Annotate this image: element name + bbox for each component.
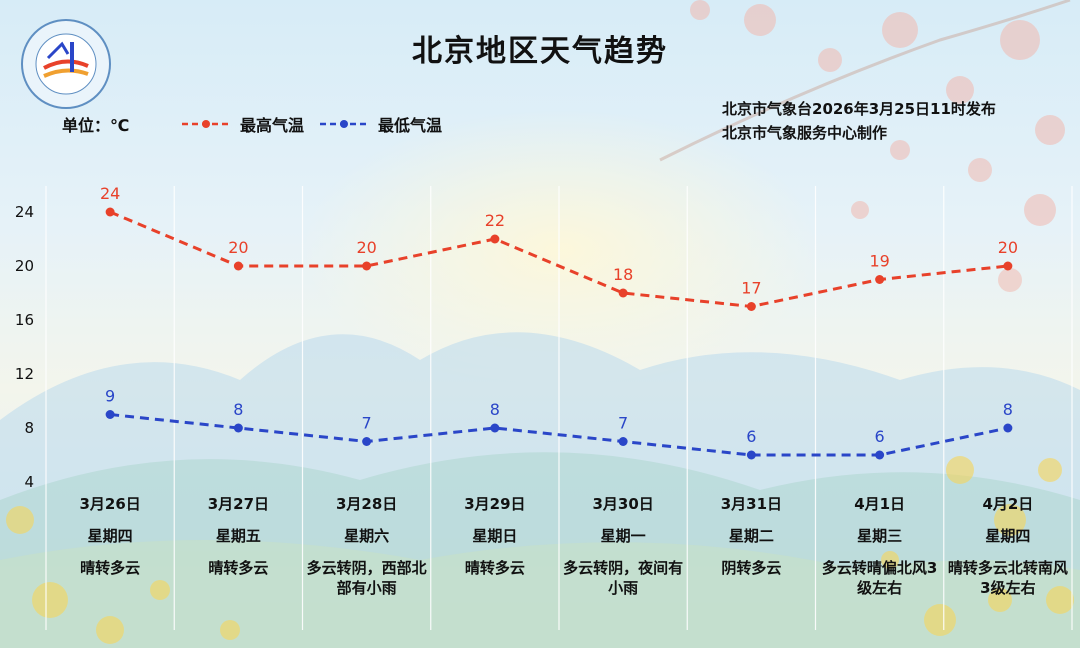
y-tick-label: 20: [15, 257, 34, 275]
legend-high-label: 最高气温: [240, 116, 305, 135]
y-tick-label: 8: [24, 419, 34, 437]
high-temp-label: 19: [869, 252, 889, 271]
low-temp-point: [875, 450, 885, 460]
day-weekday: 星期四: [87, 527, 133, 545]
high-temp-point: [233, 261, 243, 271]
day-condition: 晴转多云: [80, 559, 141, 577]
meteorological-service-logo: [21, 19, 111, 109]
day-weekday: 星期三: [857, 527, 903, 545]
low-temp-point: [618, 437, 628, 446]
low-temp-point: [362, 437, 372, 446]
day-date: 3月28日: [335, 495, 398, 513]
low-temp-point: [746, 450, 756, 460]
high-temp-label: 17: [741, 279, 761, 298]
issue-info: 北京市气象台2026年3月25日11时发布: [722, 100, 996, 118]
day-column: 3月26日星期四晴转多云: [46, 494, 174, 578]
day-date: 4月1日: [854, 495, 906, 513]
y-tick-label: 24: [15, 203, 34, 221]
day-condition: 晴转多云: [464, 559, 525, 577]
day-date: 3月27日: [207, 495, 270, 513]
day-column: 4月1日星期三多云转晴偏北风3级左右: [816, 494, 944, 598]
day-date: 4月2日: [982, 495, 1034, 513]
unit-label: 单位：℃: [62, 116, 130, 135]
legend-high-marker: [182, 120, 230, 128]
day-date: 3月31日: [720, 495, 783, 513]
y-tick-label: 4: [24, 473, 34, 491]
high-temp-point: [362, 261, 372, 271]
low-temp-label: 6: [875, 427, 885, 446]
high-temp-point: [875, 275, 885, 284]
day-weekday: 星期日: [472, 527, 518, 545]
high-temp-point: [618, 288, 628, 298]
high-temp-point: [1003, 261, 1013, 271]
day-date: 3月26日: [79, 495, 141, 513]
low-temp-point: [105, 410, 115, 419]
low-temp-label: 8: [490, 400, 500, 419]
legend-low: 最低气温: [318, 112, 442, 136]
legend-high: 最高气温: [180, 112, 304, 136]
day-column: 3月30日星期一多云转阴，夜间有小雨: [559, 494, 687, 598]
day-column: 3月31日星期二阴转多云: [687, 494, 815, 578]
high-temp-label: 18: [613, 265, 633, 284]
legend-low-label: 最低气温: [378, 116, 443, 135]
low-temp-label: 9: [105, 387, 115, 406]
day-condition: 多云转晴偏北风3级左右: [821, 559, 938, 597]
low-temp-label: 8: [1003, 400, 1013, 419]
day-weekday: 星期一: [600, 527, 646, 545]
high-temp-label: 20: [228, 238, 248, 257]
low-temp-point: [490, 423, 500, 433]
day-condition: 晴转多云北转南风3级左右: [947, 559, 1068, 597]
low-temp-label: 7: [618, 414, 628, 433]
high-temp-point: [746, 302, 756, 311]
low-temp-point: [233, 423, 243, 433]
day-column: 3月28日星期六多云转阴，西部北部有小雨: [303, 494, 431, 598]
day-weekday: 星期六: [344, 527, 390, 545]
high-temp-point: [105, 207, 115, 217]
day-weekday: 星期四: [985, 527, 1031, 545]
day-condition: 多云转阴，夜间有小雨: [563, 559, 684, 597]
high-temp-label: 20: [356, 238, 376, 257]
y-tick-label: 16: [15, 311, 34, 329]
low-temp-label: 8: [233, 400, 243, 419]
low-temp-label: 7: [362, 414, 372, 433]
low-temp-line: [109, 413, 1009, 457]
legend-low-marker: [320, 120, 368, 128]
day-column: 3月29日星期日晴转多云: [431, 494, 559, 578]
day-weekday: 星期二: [728, 527, 774, 545]
high-temp-label: 20: [998, 238, 1018, 257]
day-condition: 阴转多云: [721, 559, 782, 577]
day-date: 3月30日: [592, 495, 654, 513]
chart-title: 北京地区天气趋势: [412, 34, 668, 69]
day-column: 4月2日星期四晴转多云北转南风3级左右: [944, 494, 1072, 598]
day-date: 3月29日: [464, 495, 526, 513]
day-condition: 多云转阴，西部北部有小雨: [306, 559, 427, 597]
high-temp-point: [490, 234, 500, 244]
low-temp-label: 6: [746, 427, 756, 446]
day-weekday: 星期五: [215, 527, 261, 545]
high-temp-label: 24: [100, 184, 120, 203]
high-temp-line: [109, 210, 1009, 309]
y-tick-label: 12: [15, 365, 34, 383]
day-column: 3月27日星期五晴转多云: [174, 494, 302, 578]
high-temp-label: 22: [485, 211, 505, 230]
day-condition: 晴转多云: [208, 559, 269, 577]
producer-info: 北京市气象服务中心制作: [722, 124, 888, 142]
low-temp-point: [1003, 423, 1013, 433]
